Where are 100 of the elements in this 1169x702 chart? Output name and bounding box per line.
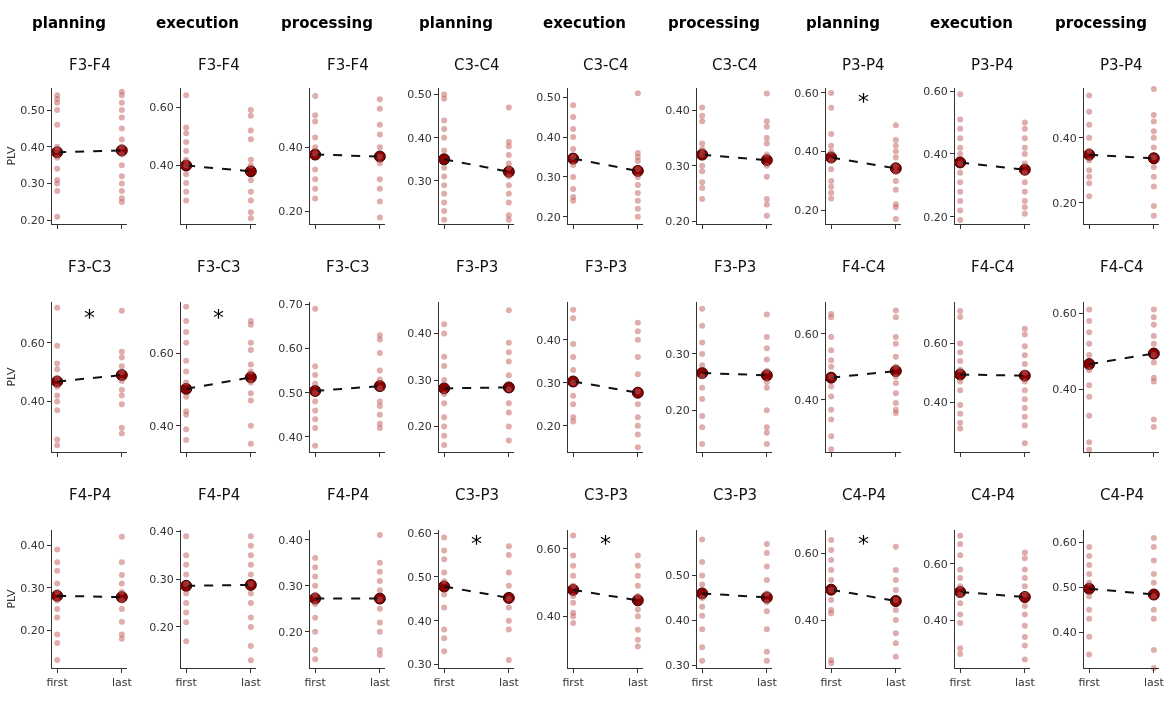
y-tick-label: 0.20: [149, 620, 174, 634]
x-tick-label: first: [562, 676, 585, 690]
chart-title: F4-C4: [971, 258, 1015, 276]
y-tick-label: 0.60: [923, 84, 948, 98]
y-tick-label: 0.40: [278, 141, 303, 155]
y-axis-title: PLV: [4, 588, 18, 609]
y-tick-label: 0.40: [149, 419, 174, 433]
y-tick-label: 0.40: [407, 327, 432, 341]
y-tick-label: 0.50: [407, 88, 432, 102]
chart-title: F3-P3: [456, 258, 499, 276]
y-tick-label: 0.60: [20, 336, 45, 350]
y-tick-label: 0.50: [536, 91, 561, 105]
chart-title: C3-P3: [455, 486, 500, 504]
y-tick-label: 0.40: [149, 159, 174, 173]
x-tick-label: last: [627, 676, 649, 690]
x-tick-label: last: [498, 676, 520, 690]
y-tick-label: 0.20: [278, 625, 303, 639]
chart-subtitle: F3-F4: [69, 56, 111, 74]
y-tick-label: 0.20: [536, 210, 561, 224]
y-tick-label: 0.60: [923, 557, 948, 571]
y-tick-label: 0.40: [278, 430, 303, 444]
y-tick-label: 0.30: [407, 174, 432, 188]
chart-title: F4-P4: [198, 486, 241, 504]
chart-title: planning: [419, 14, 493, 32]
y-tick-label: 0.30: [665, 347, 690, 361]
y-tick-label: 0.60: [149, 100, 174, 114]
y-tick-label: 0.20: [665, 215, 690, 229]
chart-title: C3-P3: [584, 486, 629, 504]
chart-subtitle: C3-C4: [712, 56, 758, 74]
x-tick-label: first: [691, 676, 714, 690]
y-tick-label: 0.60: [1052, 307, 1077, 321]
y-tick-label: 0.40: [665, 104, 690, 118]
y-tick-label: 0.20: [536, 419, 561, 433]
y-tick-label: 0.40: [923, 613, 948, 627]
chart-subtitle: C3-C4: [454, 56, 500, 74]
y-tick-label: 0.20: [278, 205, 303, 219]
x-tick-label: first: [433, 676, 456, 690]
y-tick-label: 0.20: [20, 214, 45, 228]
x-tick-label: last: [1014, 676, 1036, 690]
y-tick-label: 0.60: [278, 342, 303, 356]
y-tick-label: 0.40: [923, 147, 948, 161]
chart-title: C4-P4: [842, 486, 887, 504]
y-tick-label: 0.50: [407, 570, 432, 584]
chart-title: execution: [156, 14, 239, 32]
y-tick-label: 0.60: [536, 542, 561, 556]
chart-title: processing: [1055, 14, 1147, 32]
y-tick-label: 0.60: [149, 347, 174, 361]
chart-title: F4-P4: [327, 486, 370, 504]
x-tick-label: first: [1078, 676, 1101, 690]
annotation: *: [84, 305, 95, 330]
x-tick-label: last: [369, 676, 391, 690]
y-axis-title: PLV: [4, 145, 18, 166]
y-tick-label: 0.30: [278, 579, 303, 593]
chart-title: F3-P3: [714, 258, 757, 276]
x-tick-label: last: [111, 676, 133, 690]
chart-title: F3-P3: [585, 258, 628, 276]
y-tick-label: 0.20: [923, 210, 948, 224]
y-tick-label: 0.50: [278, 386, 303, 400]
y-tick-label: 0.20: [794, 204, 819, 218]
chart-subtitle: P3-P4: [1100, 56, 1143, 74]
chart-title: F4-C4: [842, 258, 886, 276]
x-tick-label: first: [949, 676, 972, 690]
y-tick-label: 0.60: [407, 526, 432, 540]
annotation: *: [213, 305, 224, 330]
chart-title: planning: [806, 14, 880, 32]
x-tick-label: last: [885, 676, 907, 690]
x-tick-label: first: [46, 676, 69, 690]
x-tick-label: last: [240, 676, 262, 690]
y-tick-label: 0.40: [794, 613, 819, 627]
y-tick-label: 0.30: [665, 659, 690, 673]
chart-title: planning: [32, 14, 106, 32]
y-tick-label: 0.40: [1052, 626, 1077, 640]
y-tick-label: 0.60: [923, 337, 948, 351]
y-tick-label: 0.20: [407, 420, 432, 434]
annotation: *: [858, 89, 869, 114]
y-tick-label: 0.30: [536, 376, 561, 390]
x-tick-label: last: [756, 676, 778, 690]
y-tick-label: 0.20: [665, 404, 690, 418]
chart-title: C4-P4: [971, 486, 1016, 504]
chart-title: execution: [543, 14, 626, 32]
chart-title: F4-P4: [69, 486, 112, 504]
chart-title: execution: [930, 14, 1013, 32]
y-tick-label: 0.30: [665, 159, 690, 173]
y-tick-label: 0.40: [1052, 382, 1077, 396]
y-tick-label: 0.20: [1052, 196, 1077, 210]
chart-title: F3-C3: [197, 258, 241, 276]
chart-title: C4-P4: [1100, 486, 1145, 504]
y-tick-label: 0.30: [20, 177, 45, 191]
x-tick-label: first: [175, 676, 198, 690]
y-tick-label: 0.40: [407, 614, 432, 628]
y-tick-label: 0.50: [665, 569, 690, 583]
y-tick-label: 0.40: [665, 614, 690, 628]
y-tick-label: 0.30: [407, 373, 432, 387]
y-tick-label: 0.40: [20, 395, 45, 409]
annotation: *: [858, 531, 869, 556]
y-tick-label: 0.20: [20, 624, 45, 638]
y-tick-label: 0.40: [536, 610, 561, 624]
y-tick-label: 0.40: [20, 140, 45, 154]
chart-title: F3-C3: [68, 258, 112, 276]
y-tick-label: 0.30: [407, 658, 432, 672]
